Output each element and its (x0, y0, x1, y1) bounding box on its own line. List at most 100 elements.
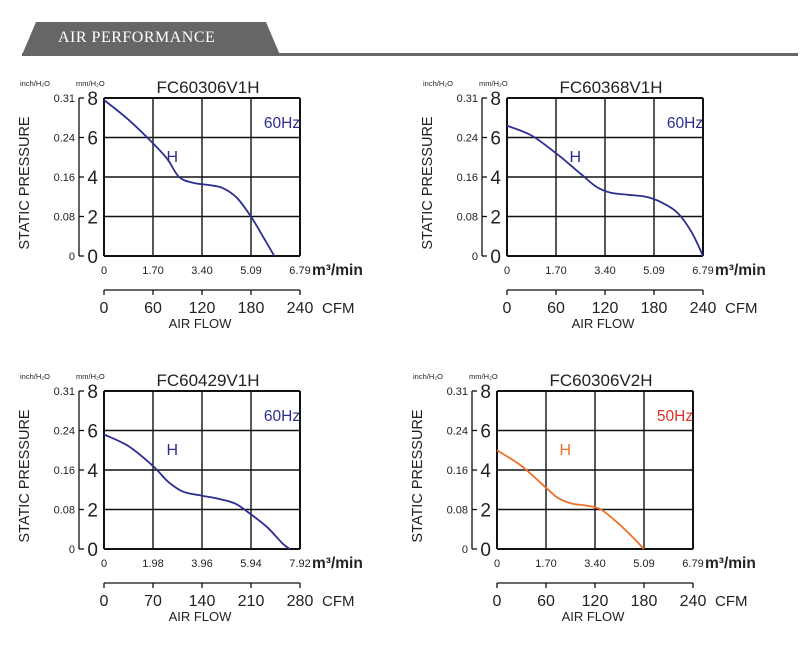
y-tick-mm-label: 0 (480, 540, 491, 561)
x-tick-m3-label: 6.79 (289, 265, 310, 277)
x-axis-label: AIR FLOW (169, 316, 233, 331)
y-tick-mm-label: 8 (490, 89, 501, 110)
x-tick-m3-label: 5.09 (240, 265, 261, 277)
y-tick-inch-label: 0.31 (447, 386, 468, 398)
x-tick-m3-label: 5.09 (643, 265, 664, 277)
x-unit-m3-label: m³/min (705, 555, 756, 572)
unit-mm-label: mm/H₂O (76, 79, 105, 88)
y-tick-mm-label: 6 (87, 422, 98, 443)
x-tick-m3-label: 6.79 (692, 265, 713, 277)
x-unit-m3-label: m³/min (715, 262, 766, 279)
y-tick-inch-label: 0.24 (457, 133, 478, 145)
x-tick-cfm-label: 210 (238, 593, 265, 610)
y-tick-mm-label: 6 (480, 422, 491, 443)
y-tick-inch-label: 0 (472, 251, 478, 263)
frequency-label: 60Hz (667, 115, 703, 132)
y-tick-mm-label: 2 (87, 501, 98, 522)
chart-svg: inch/H₂O mm/H₂O FC60306V2H STATIC PRESSURE 0… (410, 371, 756, 624)
x-tick-cfm-label: 60 (547, 300, 565, 317)
unit-inch-label: inch/H₂O (423, 79, 453, 88)
chart-title: FC60368V1H (559, 78, 662, 97)
y-tick-mm-label: 4 (87, 168, 98, 189)
x-tick-cfm-label: 70 (144, 593, 162, 610)
x-tick-cfm-label: 60 (144, 300, 162, 317)
section-title: AIR PERFORMANCE (58, 29, 216, 46)
y-tick-inch-label: 0.31 (457, 93, 478, 105)
performance-curve (103, 99, 276, 257)
y-tick-mm-label: 0 (87, 540, 98, 561)
frequency-label: 60Hz (264, 408, 300, 425)
x-axis-label: AIR FLOW (169, 609, 233, 624)
x-tick-cfm-label: 120 (582, 593, 609, 610)
x-tick-cfm-label: 0 (100, 593, 109, 610)
y-tick-inch-label: 0 (69, 251, 75, 263)
x-tick-cfm-label: 240 (287, 300, 314, 317)
y-tick-mm-label: 4 (87, 461, 98, 482)
chart-svg: inch/H₂O mm/H₂O FC60306V1H STATIC PRESSURE 0… (17, 78, 363, 331)
y-tick-mm-label: 0 (490, 247, 501, 268)
x-tick-m3-label: 5.09 (633, 558, 654, 570)
performance-curve (496, 449, 645, 550)
x-tick-cfm-label: 60 (537, 593, 555, 610)
y-tick-inch-label: 0.08 (457, 212, 478, 224)
y-tick-inch-label: 0.08 (54, 505, 75, 517)
y-tick-inch-label: 0.08 (54, 212, 75, 224)
unit-mm-label: mm/H₂O (76, 372, 105, 381)
x-tick-m3-label: 3.96 (191, 558, 212, 570)
y-tick-mm-label: 6 (490, 129, 501, 150)
x-tick-m3-label: 1.70 (142, 265, 163, 277)
y-tick-mm-label: 0 (87, 247, 98, 268)
header-divider (22, 53, 798, 56)
y-tick-inch-label: 0.24 (54, 133, 75, 145)
y-tick-inch-label: 0.16 (457, 172, 478, 184)
y-axis-label: STATIC PRESSURE (17, 116, 33, 250)
x-tick-cfm-label: 120 (592, 300, 619, 317)
x-axis-label: AIR FLOW (562, 609, 626, 624)
frequency-label: 60Hz (264, 115, 300, 132)
x-unit-cfm-label: CFM (715, 593, 748, 610)
y-tick-mm-label: 6 (87, 129, 98, 150)
x-tick-m3-label: 3.40 (191, 265, 212, 277)
unit-inch-label: inch/H₂O (413, 372, 443, 381)
y-tick-inch-label: 0.24 (54, 426, 75, 438)
x-tick-cfm-label: 180 (238, 300, 265, 317)
x-tick-cfm-label: 120 (189, 300, 216, 317)
y-tick-inch-label: 0.16 (54, 465, 75, 477)
x-tick-m3-label: 0 (101, 265, 107, 277)
x-tick-m3-label: 0 (494, 558, 500, 570)
x-tick-cfm-label: 140 (189, 593, 216, 610)
curve-label: H (570, 149, 582, 166)
x-tick-m3-label: 1.70 (545, 265, 566, 277)
curve-label: H (167, 149, 179, 166)
y-tick-mm-label: 8 (480, 382, 491, 403)
chart-title: FC60429V1H (156, 371, 259, 390)
x-tick-cfm-label: 0 (493, 593, 502, 610)
y-tick-mm-label: 8 (87, 89, 98, 110)
y-tick-mm-label: 8 (87, 382, 98, 403)
performance-curve (103, 433, 291, 550)
y-axis-label: STATIC PRESSURE (410, 409, 426, 543)
y-tick-inch-label: 0 (462, 544, 468, 556)
x-tick-cfm-label: 280 (287, 593, 314, 610)
frequency-label: 50Hz (657, 408, 693, 425)
x-tick-cfm-label: 180 (631, 593, 658, 610)
x-unit-cfm-label: CFM (725, 300, 758, 317)
chart-svg: inch/H₂O mm/H₂O FC60368V1H STATIC PRESSURE 0… (420, 78, 766, 331)
x-tick-m3-label: 7.92 (289, 558, 310, 570)
x-tick-cfm-label: 0 (503, 300, 512, 317)
y-tick-inch-label: 0.16 (54, 172, 75, 184)
x-unit-cfm-label: CFM (322, 300, 355, 317)
chart-title: FC60306V1H (156, 78, 259, 97)
y-tick-inch-label: 0.24 (447, 426, 468, 438)
x-unit-cfm-label: CFM (322, 593, 355, 610)
chart-fc60306v1h: inch/H₂O mm/H₂O FC60306V1H STATIC PRESSURE 0… (0, 70, 400, 360)
x-tick-m3-label: 6.79 (682, 558, 703, 570)
x-axis-label: AIR FLOW (572, 316, 636, 331)
y-tick-mm-label: 2 (490, 208, 501, 229)
x-unit-m3-label: m³/min (312, 262, 363, 279)
section-tab (22, 22, 280, 55)
y-axis-label: STATIC PRESSURE (420, 116, 436, 250)
curve-label: H (167, 442, 179, 459)
unit-inch-label: inch/H₂O (20, 79, 50, 88)
chart-fc60429v1h: inch/H₂O mm/H₂O FC60429V1H STATIC PRESSURE 0… (0, 363, 400, 653)
